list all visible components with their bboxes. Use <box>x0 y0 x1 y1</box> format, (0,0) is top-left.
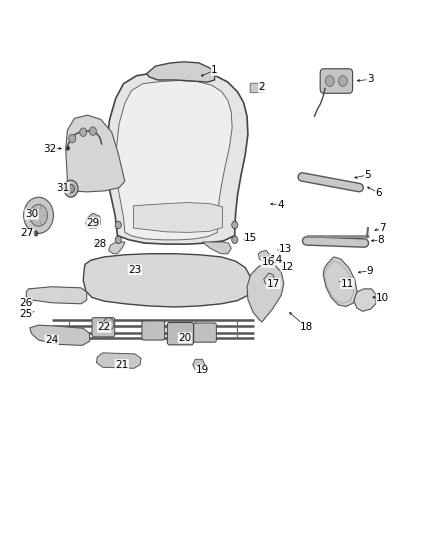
Text: 6: 6 <box>375 188 382 198</box>
Polygon shape <box>258 251 270 262</box>
Circle shape <box>89 127 96 135</box>
Text: 4: 4 <box>277 200 284 209</box>
Text: 13: 13 <box>279 244 292 254</box>
Polygon shape <box>264 273 274 285</box>
Text: 15: 15 <box>244 233 257 243</box>
Text: 29: 29 <box>87 218 100 228</box>
Text: 9: 9 <box>367 266 374 276</box>
Circle shape <box>30 205 47 226</box>
Polygon shape <box>30 325 90 345</box>
Text: 7: 7 <box>379 223 386 233</box>
Polygon shape <box>247 263 284 322</box>
Text: 2: 2 <box>258 83 265 92</box>
Text: 28: 28 <box>93 239 106 249</box>
Polygon shape <box>202 242 231 254</box>
Text: 1: 1 <box>211 66 218 75</box>
Polygon shape <box>106 71 248 244</box>
Polygon shape <box>66 115 125 192</box>
Polygon shape <box>193 359 205 370</box>
Polygon shape <box>83 254 251 307</box>
Text: 20: 20 <box>178 333 191 343</box>
Text: 10: 10 <box>376 293 389 303</box>
FancyBboxPatch shape <box>194 323 216 342</box>
FancyBboxPatch shape <box>167 322 194 345</box>
Polygon shape <box>354 289 376 311</box>
Circle shape <box>24 197 53 233</box>
FancyBboxPatch shape <box>320 69 353 93</box>
Circle shape <box>232 221 238 229</box>
Polygon shape <box>323 257 357 306</box>
Text: 11: 11 <box>341 279 354 288</box>
Polygon shape <box>116 80 232 240</box>
Circle shape <box>64 180 78 197</box>
Text: 5: 5 <box>364 170 371 180</box>
Text: 22: 22 <box>98 322 111 332</box>
Circle shape <box>80 128 87 136</box>
Text: 32: 32 <box>43 144 57 154</box>
Text: 18: 18 <box>300 322 313 332</box>
Text: 31: 31 <box>56 183 69 192</box>
Text: 17: 17 <box>267 279 280 288</box>
Text: 27: 27 <box>21 229 34 238</box>
Polygon shape <box>109 242 125 254</box>
Text: 16: 16 <box>261 257 275 267</box>
Circle shape <box>94 241 97 245</box>
Polygon shape <box>147 62 215 82</box>
Text: 8: 8 <box>378 236 385 245</box>
Circle shape <box>115 221 121 229</box>
Circle shape <box>115 236 121 244</box>
FancyBboxPatch shape <box>250 83 263 93</box>
FancyBboxPatch shape <box>142 321 165 340</box>
Text: 24: 24 <box>45 335 58 345</box>
Polygon shape <box>26 287 87 304</box>
Circle shape <box>339 76 347 86</box>
Polygon shape <box>134 203 223 232</box>
Text: 12: 12 <box>281 262 294 271</box>
Circle shape <box>325 76 334 86</box>
Text: 26: 26 <box>19 298 32 308</box>
Text: 25: 25 <box>20 310 33 319</box>
Circle shape <box>69 134 76 143</box>
Circle shape <box>67 184 74 193</box>
Circle shape <box>103 318 114 330</box>
Text: 3: 3 <box>367 75 374 84</box>
Circle shape <box>66 146 70 150</box>
FancyBboxPatch shape <box>92 318 115 337</box>
Text: 19: 19 <box>196 366 209 375</box>
Polygon shape <box>86 213 101 228</box>
Text: 23: 23 <box>128 265 141 274</box>
Circle shape <box>34 231 38 236</box>
Polygon shape <box>96 353 141 368</box>
Circle shape <box>232 236 238 244</box>
Text: 30: 30 <box>25 209 38 219</box>
Text: 14: 14 <box>270 255 283 264</box>
Text: 21: 21 <box>115 360 128 369</box>
